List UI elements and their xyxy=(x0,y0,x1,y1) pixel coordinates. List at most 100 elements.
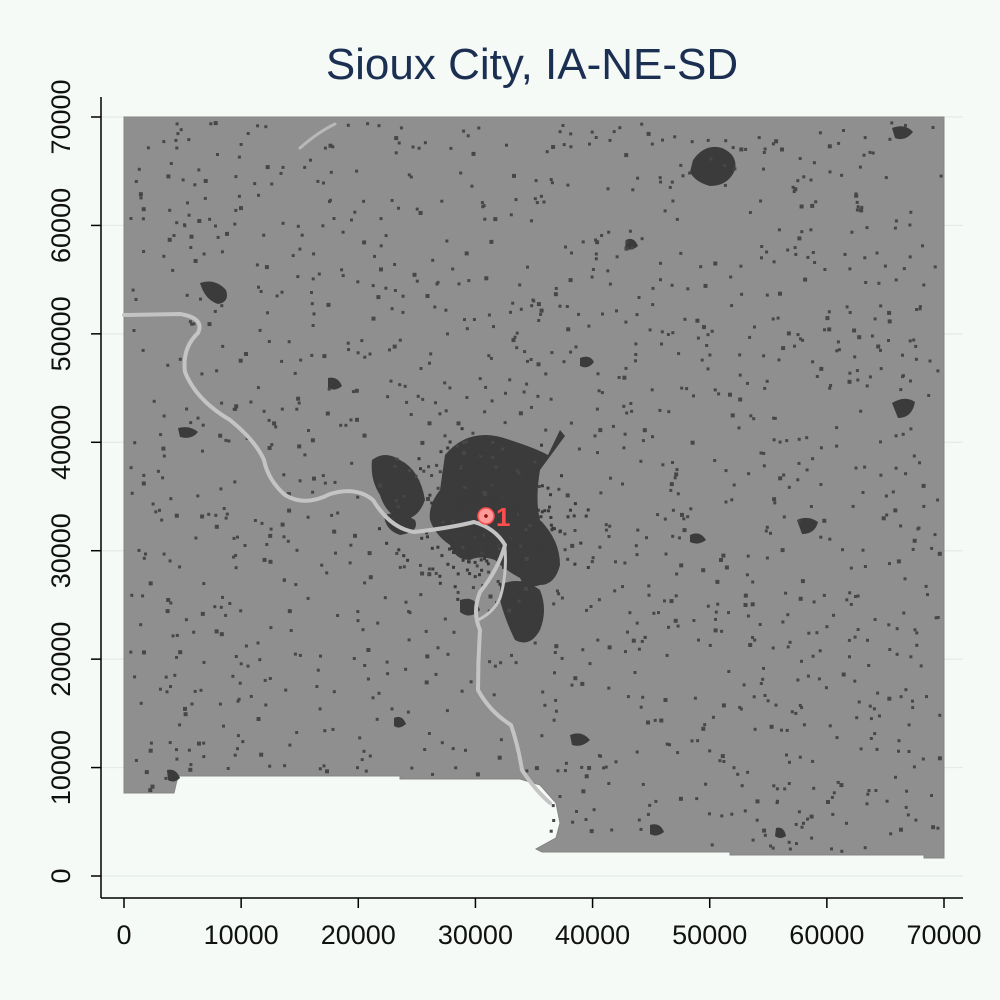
settlement-dot xyxy=(782,515,786,519)
settlement-dot xyxy=(199,297,202,301)
settlement-dot xyxy=(461,545,465,549)
settlement-dot xyxy=(811,654,815,658)
settlement-dot xyxy=(720,754,725,759)
settlement-dot xyxy=(570,251,573,255)
settlement-dot xyxy=(537,319,541,322)
settlement-dot xyxy=(752,695,756,699)
settlement-dot xyxy=(471,586,475,590)
settlement-dot xyxy=(835,349,839,353)
settlement-dot xyxy=(666,333,670,336)
settlement-dot xyxy=(196,416,200,420)
settlement-dot xyxy=(752,417,756,421)
settlement-dot xyxy=(488,505,492,509)
settlement-dot xyxy=(457,528,461,532)
settlement-dot xyxy=(597,389,601,393)
chart-title: Sioux City, IA-NE-SD xyxy=(326,40,738,89)
settlement-dot xyxy=(787,485,791,489)
settlement-dot xyxy=(522,543,526,547)
settlement-dot xyxy=(331,145,335,149)
settlement-dot xyxy=(161,476,165,480)
settlement-dot xyxy=(883,264,887,268)
settlement-dot xyxy=(758,623,762,626)
settlement-dot xyxy=(234,566,238,570)
settlement-dot xyxy=(415,279,419,283)
settlement-dot xyxy=(493,217,498,222)
settlement-dot xyxy=(730,304,734,308)
settlement-dot xyxy=(907,723,911,727)
settlement-dot xyxy=(509,454,513,458)
settlement-dot xyxy=(815,375,819,378)
settlement-dot xyxy=(931,825,936,830)
settlement-dot xyxy=(461,530,464,534)
settlement-dot xyxy=(793,344,796,348)
settlement-dot xyxy=(502,517,506,521)
settlement-dot xyxy=(835,444,839,448)
settlement-dot xyxy=(459,500,463,504)
settlement-dot xyxy=(169,162,173,165)
settlement-dot xyxy=(788,847,792,851)
settlement-dot xyxy=(607,645,612,650)
settlement-dot xyxy=(499,500,503,504)
settlement-dot xyxy=(535,201,539,205)
settlement-dot xyxy=(536,508,540,512)
settlement-dot xyxy=(733,167,737,171)
settlement-dot xyxy=(332,217,336,220)
settlement-dot xyxy=(723,164,726,168)
settlement-dot xyxy=(681,174,685,178)
y-tick-label: 40000 xyxy=(46,405,76,480)
settlement-dot xyxy=(492,501,496,505)
settlement-dot xyxy=(505,481,509,485)
settlement-dot xyxy=(477,460,481,464)
settlement-dot xyxy=(918,305,922,309)
settlement-dot xyxy=(858,165,862,169)
settlement-dot xyxy=(751,636,754,639)
settlement-dot xyxy=(933,533,937,537)
settlement-dot xyxy=(841,672,846,677)
settlement-dot xyxy=(383,596,387,600)
settlement-dot xyxy=(490,399,494,403)
settlement-dot xyxy=(855,200,859,204)
settlement-dot xyxy=(216,153,219,156)
settlement-dot xyxy=(771,142,775,146)
urban-area xyxy=(690,146,736,186)
settlement-dot xyxy=(243,544,247,547)
settlement-dot xyxy=(246,132,250,135)
settlement-dot xyxy=(501,469,505,473)
settlement-dot xyxy=(855,716,859,720)
settlement-dot xyxy=(536,469,540,473)
settlement-dot xyxy=(796,678,800,682)
settlement-dot xyxy=(671,199,675,203)
settlement-dot xyxy=(614,560,617,564)
urban-area xyxy=(690,533,706,544)
settlement-dot xyxy=(228,602,232,605)
settlement-dot xyxy=(624,650,627,654)
settlement-dot xyxy=(930,794,933,797)
settlement-dot xyxy=(534,179,538,183)
settlement-dot xyxy=(796,179,800,183)
settlement-dot xyxy=(220,401,224,405)
settlement-dot xyxy=(216,235,220,239)
settlement-dot xyxy=(224,613,228,617)
settlement-dot xyxy=(887,623,891,627)
settlement-dot xyxy=(660,342,663,346)
settlement-dot xyxy=(819,483,823,486)
settlement-dot xyxy=(939,174,943,178)
settlement-dot xyxy=(341,230,345,234)
settlement-dot xyxy=(349,543,353,547)
settlement-dot xyxy=(384,234,388,238)
settlement-dot xyxy=(508,538,512,542)
settlement-dot xyxy=(371,316,376,321)
settlement-dot xyxy=(398,565,402,569)
settlement-dot xyxy=(172,234,176,237)
urban-area xyxy=(797,517,818,534)
settlement-dot xyxy=(543,509,547,513)
settlement-dot xyxy=(443,381,447,385)
settlement-dot xyxy=(598,545,602,549)
settlement-dot xyxy=(481,504,485,508)
settlement-dot xyxy=(921,244,924,248)
settlement-dot xyxy=(676,492,680,496)
settlement-dot xyxy=(178,565,182,569)
settlement-dot xyxy=(492,693,496,697)
settlement-dot xyxy=(446,562,450,566)
settlement-dot xyxy=(303,453,307,457)
